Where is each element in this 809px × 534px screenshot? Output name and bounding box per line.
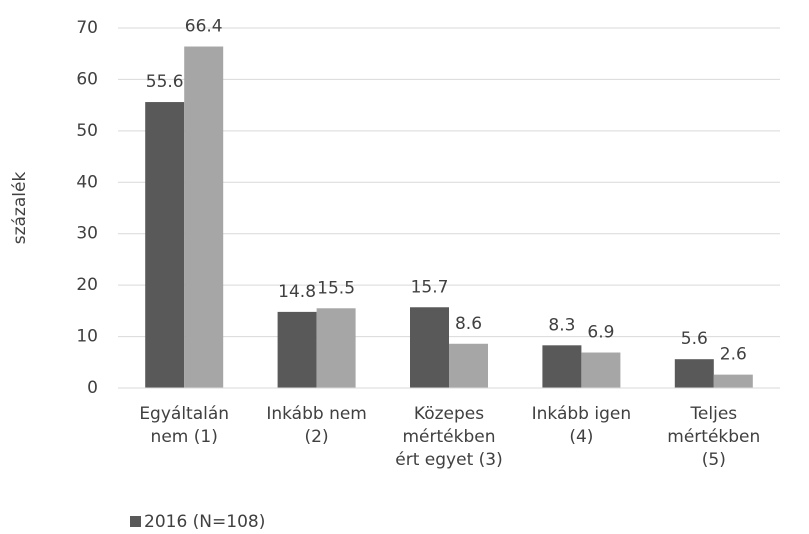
x-tick-label: Inkább nem (2): [266, 404, 367, 447]
y-tick-label: 40: [76, 172, 98, 192]
bar: [449, 343, 488, 388]
bar: [145, 102, 185, 389]
bar: [277, 311, 317, 388]
x-tick-label: Teljes mértékben (5): [667, 404, 761, 470]
x-tick-label: Egyáltalán nem (1): [139, 404, 230, 447]
data-label: 15.5: [317, 278, 355, 298]
data-label: 5.6: [681, 329, 708, 349]
y-axis-title: százalék: [10, 172, 30, 245]
data-label: 15.7: [411, 277, 449, 297]
data-label: 2.6: [720, 345, 747, 365]
bar: [674, 359, 714, 388]
bar: [542, 345, 582, 388]
legend-swatch: [130, 516, 141, 527]
data-label: 55.6: [146, 72, 184, 92]
bar: [316, 308, 356, 388]
bar: [581, 352, 621, 388]
data-label: 8.3: [548, 315, 575, 335]
bar: [184, 46, 224, 389]
legend-label: 2016 (N=108): [144, 512, 265, 532]
y-tick-label: 0: [87, 378, 98, 398]
y-tick-label: 30: [76, 224, 98, 244]
bar: [410, 307, 449, 388]
x-tick-label: Közepes mértékben ért egyet (3): [395, 404, 503, 470]
y-tick-label: 60: [76, 69, 98, 89]
bar: [713, 374, 753, 388]
y-tick-label: 20: [76, 275, 98, 295]
data-label: 8.6: [455, 314, 482, 334]
x-tick-label: Inkább igen (4): [531, 404, 632, 447]
y-tick-label: 50: [76, 121, 98, 141]
y-tick-label: 10: [76, 327, 98, 347]
data-label: 14.8: [278, 282, 316, 302]
y-tick-label: 70: [76, 18, 98, 38]
data-label: 6.9: [587, 323, 614, 343]
data-label: 66.4: [185, 17, 223, 37]
